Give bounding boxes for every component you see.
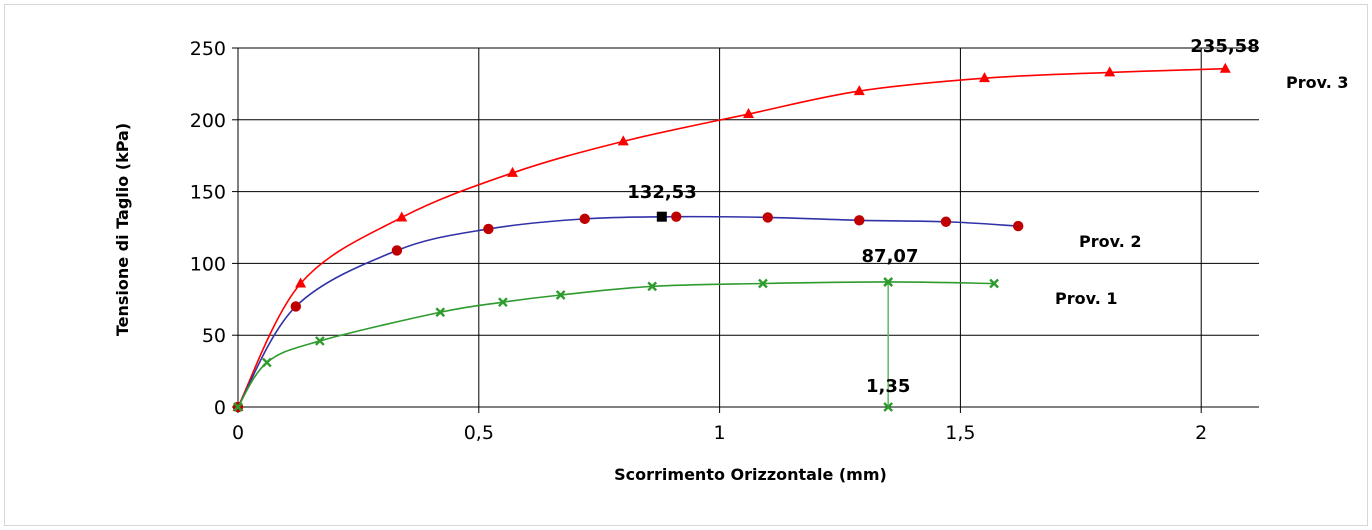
series-label: Prov. 2 [1079, 232, 1142, 251]
data-point [290, 301, 301, 312]
series-label: Prov. 1 [1055, 289, 1118, 308]
chart-panel: 0 50 100 150 200 250 0 0,5 1 1,5 2 Scorrimento Oriz… [4, 4, 1368, 526]
data-point [758, 278, 768, 289]
y-tick-label: 50 [202, 325, 226, 347]
data-point [940, 216, 952, 227]
drop-line-marker [883, 402, 894, 412]
data-point [743, 108, 754, 119]
y-tick-label: 150 [190, 182, 226, 204]
data-point [579, 213, 590, 225]
data-point [647, 281, 658, 292]
chart-svg: 0 50 100 150 200 250 0 0,5 1 1,5 2 Scorrimento Oriz… [113, 36, 1349, 484]
data-point [262, 357, 272, 368]
data-point [853, 85, 865, 96]
data-point [295, 277, 307, 288]
x-tick-label: 2 [1195, 422, 1207, 444]
data-point [617, 135, 629, 146]
data-point [391, 245, 403, 256]
data-point [315, 336, 325, 346]
data-point [1219, 62, 1231, 73]
y-axis-title: Tensione di Taglio (kPa) [113, 123, 132, 336]
x-tick-label: 1 [714, 422, 726, 444]
data-point [507, 166, 519, 177]
peak-data-label: 132,53 [627, 182, 696, 203]
data-point [233, 402, 243, 412]
x-tick-label: 0,5 [464, 422, 494, 444]
drop-line-label: 1,35 [866, 376, 910, 397]
data-point [978, 72, 990, 83]
data-point [762, 212, 773, 223]
data-point [854, 215, 865, 226]
series-line-prov-3 [237, 67, 1226, 408]
y-tick-label: 200 [190, 110, 226, 132]
y-tick-label: 0 [214, 397, 226, 419]
data-point [498, 297, 508, 308]
x-tick-label: 1,5 [945, 422, 975, 444]
series-line-prov-2 [237, 215, 1019, 408]
data-point [1012, 220, 1024, 232]
data-point [555, 290, 566, 300]
y-tick-label: 100 [190, 253, 226, 275]
data-point [483, 223, 494, 235]
data-point [435, 307, 446, 318]
peak-marker [883, 277, 894, 287]
series-label: Prov. 3 [1286, 73, 1349, 92]
peak-marker [656, 211, 667, 222]
peak-data-label: 235,58 [1190, 36, 1259, 57]
data-point [989, 278, 999, 289]
data-point [671, 211, 682, 222]
x-axis-title: Scorrimento Orizzontale (mm) [614, 465, 887, 484]
data-point [396, 211, 408, 222]
y-tick-label: 250 [190, 38, 226, 60]
data-point [1104, 66, 1116, 77]
peak-data-label: 87,07 [862, 246, 919, 267]
x-tick-label: 0 [232, 422, 244, 444]
